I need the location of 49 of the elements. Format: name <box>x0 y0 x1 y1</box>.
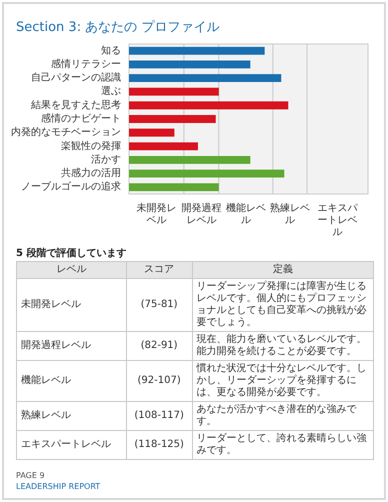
y-tick-label: ノーブルゴールの追求 <box>21 180 121 193</box>
text: スコア <box>126 262 192 278</box>
band-label: 熟練レベル <box>270 202 310 226</box>
bar <box>129 60 250 68</box>
text: 慣れた状況では十分なレベルです。しかし、リーダーシップを発揮するには、更なる開発が必要です。 <box>192 360 374 402</box>
y-tick-label: 活かす <box>91 153 121 166</box>
text: リーダーとして、誇れる素晴らしい強みです。 <box>192 430 374 460</box>
text: 熟練レベル <box>16 402 126 430</box>
y-tick-label: 楽観性の発揮 <box>61 140 121 152</box>
bar <box>129 88 219 96</box>
y-tick-label: 結果を見すえた思考 <box>30 98 121 111</box>
text: 定義 <box>192 262 374 278</box>
text: 5 段階で評価しています <box>16 246 126 260</box>
text: 現在、能力を磨いているレベルです。能力開発を続けることが必要です。 <box>192 332 374 360</box>
text: (118-125) <box>126 430 192 460</box>
text: あなたが活かすべき潜在的な強みです。 <box>192 402 374 430</box>
bar <box>129 170 284 178</box>
y-tick-label: 共感力の活用 <box>61 167 121 180</box>
bar <box>129 115 216 123</box>
bar <box>129 128 174 137</box>
text: 未開発レベル <box>16 278 126 332</box>
bar <box>129 183 219 192</box>
text: (92-107) <box>126 360 192 402</box>
y-tick-label: 感情のナビゲート <box>41 112 121 124</box>
bar <box>129 101 288 110</box>
bar <box>129 156 250 164</box>
y-tick-label: 内発的なモチベーション <box>11 126 121 138</box>
text: 開発過程レベル <box>16 332 126 360</box>
y-tick-label: 知る <box>101 44 121 56</box>
bar <box>129 74 282 82</box>
text: (108-117) <box>126 402 192 430</box>
text: リーダーシップ発揮には障害が生じるレベルです。個人的にもプロフェッショナルとしても自己変革への挑戦が必要でしょう。 <box>192 278 374 332</box>
y-tick-label: 選ぶ <box>101 85 121 98</box>
band-label: エキスパートレベル <box>318 203 359 238</box>
bar <box>129 46 265 55</box>
bar <box>129 142 198 150</box>
band-label: 開発過程レベル <box>181 203 222 226</box>
text: LEADERSHIP REPORT <box>16 481 100 492</box>
text: 機能レベル <box>16 360 126 402</box>
y-tick-label: 感情リテラシー <box>51 58 121 70</box>
band-label: 機能レベル <box>226 202 266 226</box>
text: エキスパートレベル <box>16 430 126 460</box>
chart-title: Section 3: あなたの プロファイル <box>16 19 220 36</box>
text: (82-91) <box>126 332 192 360</box>
y-tick-label: 自己パターンの認識 <box>31 72 121 84</box>
text: (75-81) <box>126 278 192 332</box>
text: レベル <box>16 262 126 278</box>
band-label: 未開発レベル <box>136 202 176 226</box>
text: PAGE 9 <box>16 470 46 481</box>
